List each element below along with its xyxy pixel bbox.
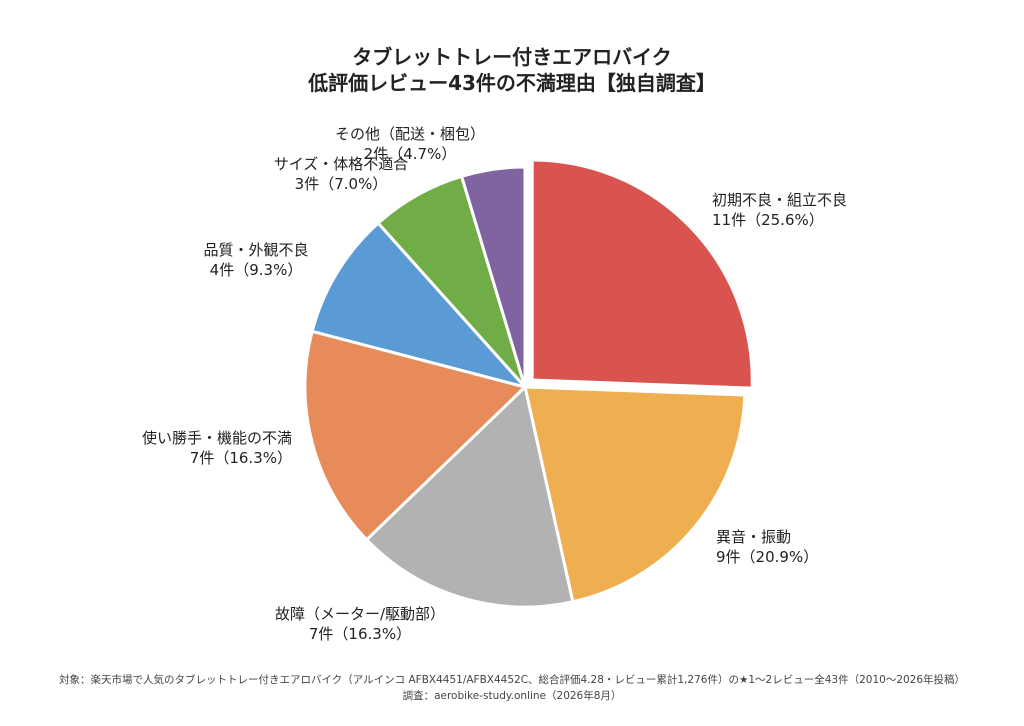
slice-label-usability: 使い勝手・機能の不満 7件（16.3%） (100, 428, 292, 468)
slice-name: 品質・外観不良 (203, 241, 309, 259)
slice-value: 7件（16.3%） (189, 449, 292, 467)
slice-name: 初期不良・組立不良 (712, 191, 848, 209)
footer: 対象：楽天市場で人気のタブレットトレー付きエアロバイク（アルインコ AFBX44… (0, 672, 1024, 704)
slice-name: その他（配送・梱包） (334, 125, 485, 143)
slice-name: サイズ・体格不適合 (273, 155, 409, 173)
slice-label-initial-defect: 初期不良・組立不良 11件（25.6%） (712, 190, 847, 230)
slice-value: 4件（9.3%） (209, 261, 303, 279)
slice-other (460, 165, 527, 389)
slice-name: 使い勝手・機能の不満 (141, 429, 292, 447)
footer-survey-credit: 調査：aerobike-study.online（2026年8月） (402, 690, 622, 702)
chart-title-line-1: タブレットトレー付きエアロバイク (352, 45, 672, 69)
slice-label-quality: 品質・外観不良 4件（9.3%） (186, 240, 326, 280)
slice-label-size: サイズ・体格不適合 3件（7.0%） (253, 154, 429, 194)
footer-source-note: 対象：楽天市場で人気のタブレットトレー付きエアロバイク（アルインコ AFBX44… (58, 674, 966, 686)
slice-label-other: その他（配送・梱包） 2件（4.7%） (318, 124, 502, 164)
slice-value: 7件（16.3%） (308, 625, 412, 643)
chart-title: タブレットトレー付きエアロバイク 低評価レビュー43件の不満理由【独自調査】 (0, 44, 1024, 96)
slice-noise-vibration (523, 385, 747, 604)
slice-name: 故障（メーター/駆動部） (274, 605, 446, 623)
slice-value: 11件（25.6%） (712, 211, 824, 229)
slice-label-noise-vibration: 異音・振動 9件（20.9%） (716, 527, 818, 567)
slice-name: 異音・振動 (716, 528, 792, 546)
slice-value: 2件（4.7%） (363, 145, 457, 163)
slice-quality (310, 221, 527, 389)
slice-label-breakdown: 故障（メーター/駆動部） 7件（16.3%） (255, 604, 465, 644)
slice-usability (303, 329, 527, 542)
slice-value: 3件（7.0%） (294, 175, 388, 193)
slice-initial-defect (530, 158, 754, 390)
chart-title-line-2: 低評価レビュー43件の不満理由【独自調査】 (308, 71, 716, 95)
slice-value: 9件（20.9%） (716, 548, 819, 566)
slice-breakdown (365, 385, 575, 609)
